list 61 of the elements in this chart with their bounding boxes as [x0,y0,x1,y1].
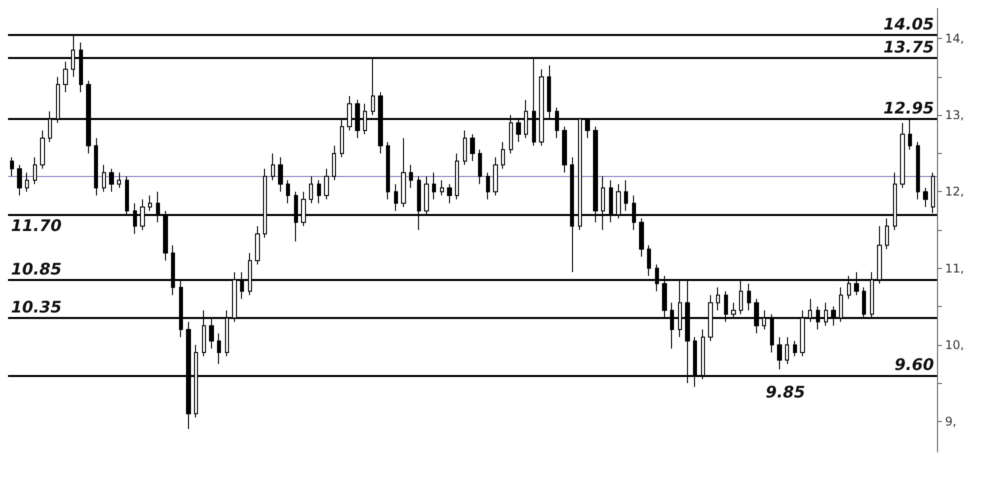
candlestick [386,141,390,200]
candlestick [17,164,22,196]
ref-line-label: 12.95 [883,98,934,118]
candlestick [900,122,905,188]
candlestick [470,134,475,162]
ref-line-label: 10.85 [11,259,62,278]
candlestick [217,332,221,364]
candlestick [885,218,889,250]
candlestick [317,180,321,204]
candlestick [255,226,260,265]
candlestick [463,130,467,166]
candlestick [401,138,406,208]
candlestick [432,172,436,200]
candlestick [747,283,751,311]
y-tick-label: 11, [945,261,964,276]
candlestick [394,184,398,212]
candlestick [624,180,628,212]
candlestick [923,187,928,208]
candlestick [716,286,720,311]
y-tick-label: 13, [945,108,964,122]
ref-line-label: 13.75 [883,37,934,56]
candlestick [447,184,452,204]
candlestick [94,138,98,196]
candlestick [409,164,413,188]
candlestick [63,61,68,93]
candlestick [109,168,114,192]
candlestick [647,244,651,276]
candlestick [916,141,920,200]
candlestick [286,180,290,204]
candlestick [562,126,567,174]
y-tick-label: 12, [945,184,964,199]
annotation: 9.85 [766,382,806,402]
candlestick [793,340,797,357]
candlestick [102,164,106,192]
candlestick [33,156,37,185]
ref-line-label: 11.70 [11,216,62,236]
candlestick [777,336,782,370]
candlestick [639,218,644,258]
candlestick [440,180,444,196]
candlestick [278,156,283,192]
candlestick [478,149,482,185]
candlestick [501,141,505,170]
candlestick [324,168,329,200]
candlestick [25,172,29,192]
ref-line-label: 9.60 [894,354,934,374]
candlestick [10,156,14,177]
ref-line-label: 10.35 [11,298,62,317]
candlestick [309,176,313,204]
candlestick [148,195,152,212]
candlestick [785,336,789,364]
y-tick-label: 10, [945,338,964,352]
ref-line-label: 14.05 [883,14,934,34]
y-tick-label: 14, [945,32,964,46]
candlestick [332,145,336,181]
candlestick [486,172,490,200]
candlestick [455,152,459,200]
candlestick [493,156,498,196]
candlestick [40,130,45,170]
candlestick [271,152,275,181]
y-tick-label: 9, [945,414,956,428]
candlestick [117,172,121,188]
